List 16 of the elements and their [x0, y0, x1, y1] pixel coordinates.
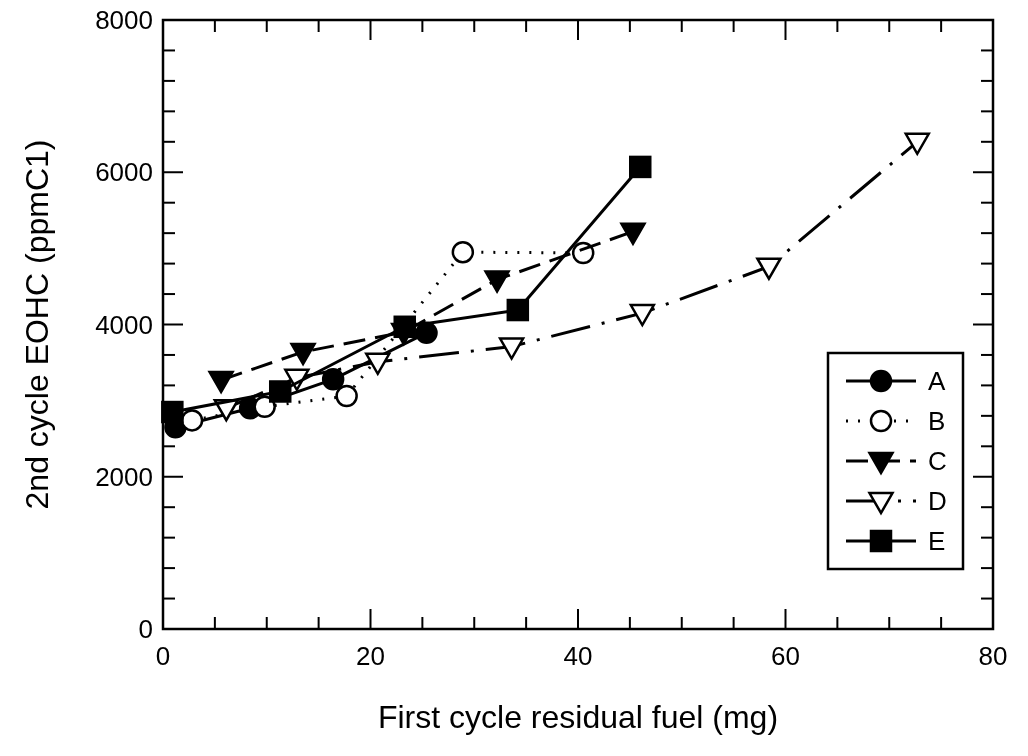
legend-label: C: [928, 446, 947, 476]
y-tick-label: 2000: [95, 461, 153, 492]
x-tick-label: 60: [771, 641, 800, 671]
legend-label: D: [928, 486, 947, 516]
legend-label: E: [928, 526, 946, 556]
x-tick-label: 20: [356, 641, 385, 671]
y-tick-label: 8000: [95, 5, 153, 35]
legend-label: A: [928, 366, 946, 396]
x-tick-label: 40: [563, 641, 593, 671]
x-tick-label: 80: [978, 641, 1008, 671]
y-axis-title: 2nd cycle EOHC (ppmC1): [19, 139, 55, 510]
x-axis-title: First cycle residual fuel (mg): [377, 699, 779, 735]
legend-label: B: [928, 406, 946, 436]
y-tick-label: 6000: [95, 157, 153, 188]
y-tick-label: 0: [138, 614, 153, 644]
y-tick-label: 4000: [95, 309, 153, 340]
